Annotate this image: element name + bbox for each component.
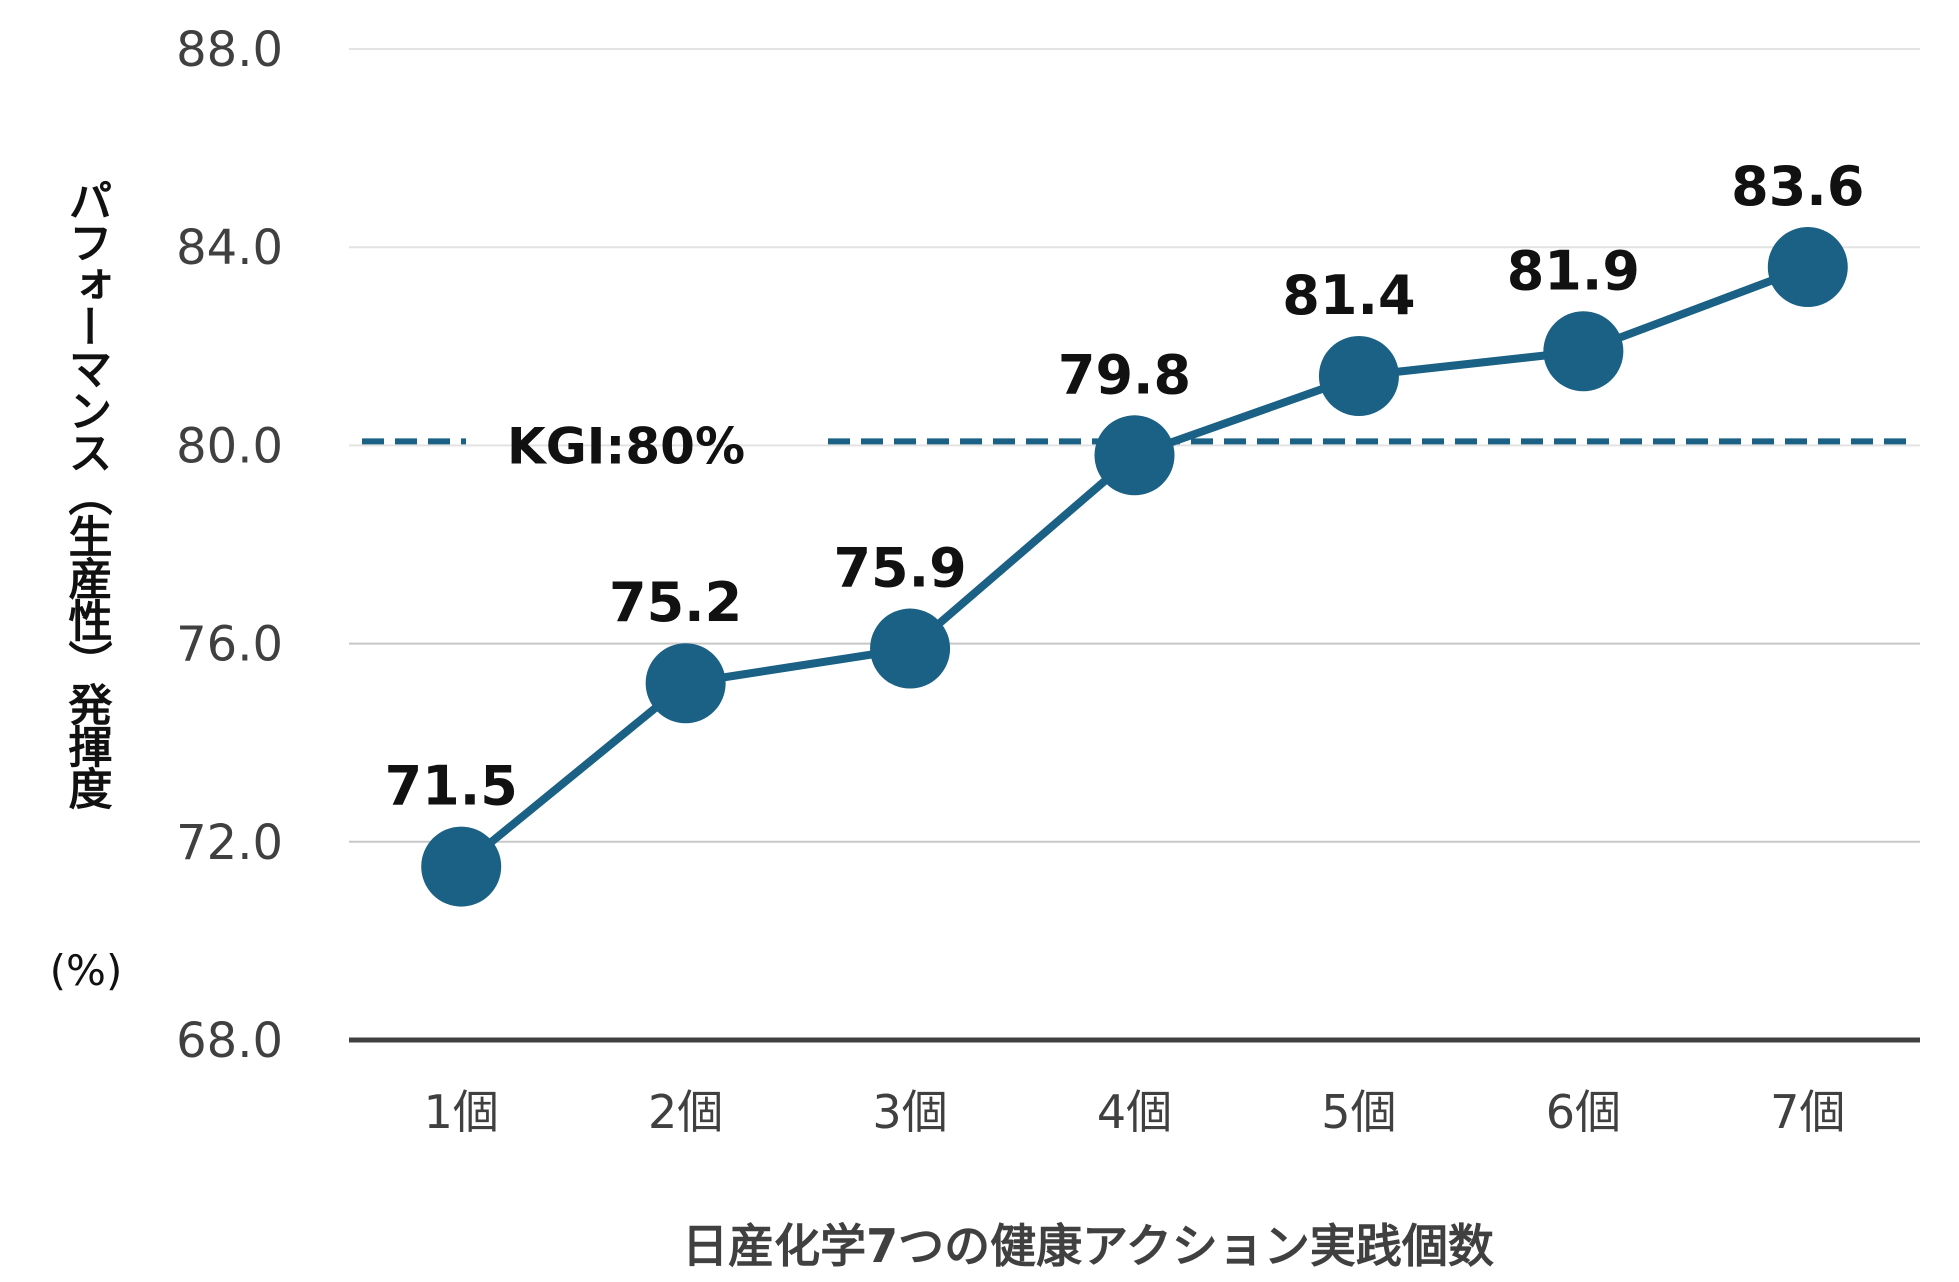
y-tick-label: 68.0: [176, 1013, 283, 1069]
data-label: 71.5: [385, 755, 518, 818]
data-point: [645, 643, 726, 724]
y-axis-unit: (%): [50, 946, 123, 995]
x-tick-label: 3個: [872, 1085, 947, 1139]
x-tick-label: 2個: [648, 1085, 723, 1139]
y-tick-label: 72.0: [176, 815, 283, 871]
data-point: [1543, 311, 1624, 392]
y-tick-label: 76.0: [176, 617, 283, 673]
x-tick-label: 5個: [1321, 1085, 1396, 1139]
kgi-reference-line: KGI:80%: [362, 417, 1915, 475]
y-tick-label: 80.0: [176, 418, 283, 474]
data-label: 75.9: [833, 537, 966, 600]
series-line: 71.5 75.2 75.9 79.8 81.4 81.9 83.6: [385, 155, 1864, 907]
y-tick-label: 88.0: [176, 22, 283, 78]
data-label: 81.9: [1507, 239, 1640, 302]
x-axis-ticks: 1個 2個 3個 4個 5個 6個 7個: [424, 1085, 1846, 1139]
data-point: [870, 608, 951, 689]
kgi-label: KGI:80%: [507, 417, 745, 475]
data-label: 79.8: [1058, 343, 1191, 406]
data-label: 75.2: [609, 571, 742, 634]
data-point: [421, 826, 502, 907]
x-tick-label: 1個: [424, 1085, 499, 1139]
x-tick-label: 4個: [1097, 1085, 1172, 1139]
data-point: [1094, 415, 1175, 496]
data-point: [1767, 227, 1848, 308]
y-axis-ticks: 68.0 72.0 76.0 80.0 84.0 88.0: [176, 22, 283, 1069]
x-axis-title: 日産化学7つの健康アクション実践個数: [682, 1219, 1494, 1273]
data-label: 83.6: [1731, 155, 1864, 218]
data-point: [1318, 336, 1399, 417]
y-tick-label: 84.0: [176, 220, 283, 276]
x-tick-label: 7個: [1770, 1085, 1845, 1139]
data-label: 81.4: [1282, 264, 1415, 327]
y-axis-title: パフォーマンス（生産性）発揮度: [61, 178, 114, 810]
x-tick-label: 6個: [1546, 1085, 1621, 1139]
